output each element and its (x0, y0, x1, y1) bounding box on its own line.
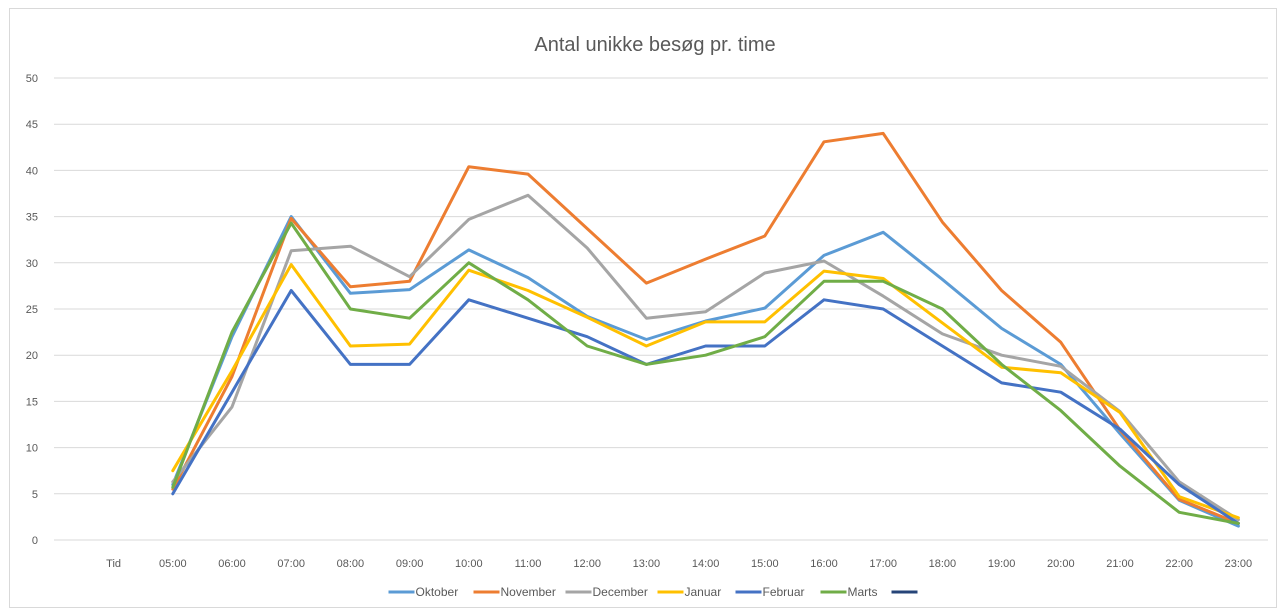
x-tick-label: 22:00 (1165, 558, 1193, 570)
y-tick-label: 50 (26, 73, 38, 85)
chart-frame (9, 8, 1277, 608)
y-axis: 0 5 10 15 20 25 30 35 40 45 50 (26, 73, 38, 547)
series-line-december (171, 193, 1240, 522)
x-tick-label: 11:00 (515, 558, 542, 570)
x-tick-label: 14:00 (692, 558, 720, 570)
series-line-marts (171, 221, 1240, 525)
series-line-januar (171, 263, 1240, 520)
x-tick-label: 23:00 (1225, 558, 1253, 570)
y-tick-label: 15 (26, 396, 38, 408)
legend-label: November (501, 585, 556, 599)
x-tick-label: Tid (106, 558, 121, 570)
x-tick-label: 18:00 (929, 558, 957, 570)
x-tick-label: 15:00 (751, 558, 779, 570)
y-tick-label: 30 (26, 258, 38, 270)
y-tick-label: 40 (26, 165, 38, 177)
y-tick-label: 25 (26, 304, 38, 316)
x-tick-label: 17:00 (869, 558, 897, 570)
series-line-februar (171, 289, 1240, 525)
x-tick-label: 16:00 (810, 558, 838, 570)
x-tick-label: 13:00 (633, 558, 661, 570)
legend: Oktober November December Januar Februar Mart… (388, 585, 918, 599)
x-tick-label: 10:00 (455, 558, 483, 570)
x-tick-label: 12:00 (573, 558, 601, 570)
series-lines (171, 131, 1240, 528)
x-tick-label: 08:00 (337, 558, 365, 570)
y-tick-label: 20 (26, 350, 38, 362)
y-tick-label: 0 (32, 535, 38, 547)
legend-label: December (593, 585, 648, 599)
x-tick-label: 07:00 (277, 558, 305, 570)
x-tick-label: 21:00 (1106, 558, 1134, 570)
x-tick-label: 05:00 (159, 558, 187, 570)
x-tick-label: 06:00 (218, 558, 246, 570)
chart-title: Antal unikke besøg pr. time (534, 34, 775, 56)
y-tick-label: 5 (32, 489, 38, 501)
legend-label: Januar (685, 585, 722, 599)
y-tick-label: 10 (26, 443, 38, 455)
legend-label: Marts (848, 585, 878, 599)
legend-label: Oktober (416, 585, 459, 599)
series-line-november (171, 131, 1240, 525)
x-tick-label: 19:00 (988, 558, 1016, 570)
x-axis: Tid 05:00 06:00 07:00 08:00 09:00 10:00 11:00 12… (106, 558, 1252, 570)
legend-label: Februar (763, 585, 805, 599)
y-tick-label: 35 (26, 212, 38, 224)
gridlines (54, 77, 1268, 541)
x-tick-label: 20:00 (1047, 558, 1075, 570)
y-tick-label: 45 (26, 119, 38, 131)
x-tick-label: 09:00 (396, 558, 424, 570)
